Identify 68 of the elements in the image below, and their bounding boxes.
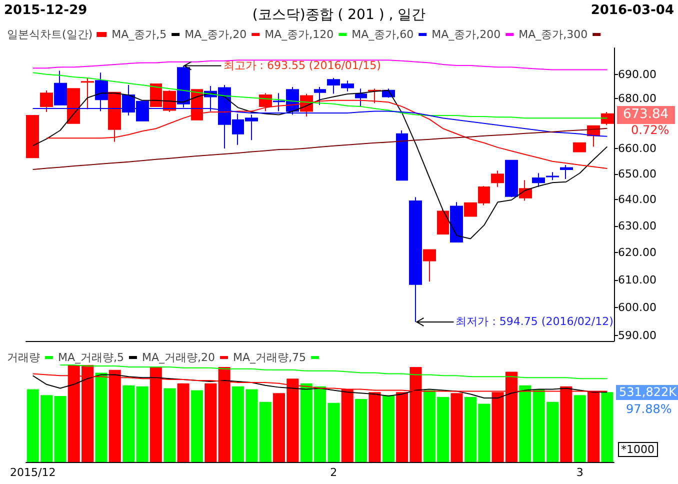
legend-label: MA_종가,300 bbox=[518, 28, 588, 41]
bar bbox=[574, 395, 586, 462]
legend-label: MA_거래량,75 bbox=[233, 351, 306, 364]
annotation: 최저가 : 594.75 (2016/02/12) bbox=[456, 314, 614, 328]
candlestick bbox=[423, 249, 436, 282]
candlestick bbox=[26, 114, 39, 158]
candlestick bbox=[601, 111, 614, 126]
candlestick bbox=[505, 160, 518, 198]
text: 97.88% bbox=[626, 402, 672, 416]
y-tick-label: 640.00 bbox=[618, 193, 656, 206]
chart-title: (코스닥)종합 ( 201 ) , 일간 bbox=[252, 7, 426, 23]
legend-label: MA_종가,20 bbox=[184, 28, 247, 41]
candlestick bbox=[546, 172, 559, 181]
y-tick-label: 660.00 bbox=[618, 142, 656, 155]
x-tick-label: 3 bbox=[576, 466, 584, 479]
y-tick-label: 610.00 bbox=[618, 273, 656, 286]
legend-label: MA_종가,5 bbox=[112, 28, 167, 41]
text: 673.84 bbox=[617, 106, 674, 124]
candlestick bbox=[450, 202, 463, 242]
y-tick-label: 620.00 bbox=[618, 246, 656, 260]
text: 2015-12-29 bbox=[4, 3, 88, 18]
text: 0.72% bbox=[631, 122, 670, 137]
bar bbox=[164, 388, 176, 462]
x-tick-label: 2 bbox=[330, 466, 338, 479]
y-tick-label: 590.00 bbox=[618, 328, 656, 342]
y-tick-label: 600.00 bbox=[618, 300, 656, 314]
legend-label: 거래량 bbox=[7, 351, 40, 364]
candlestick bbox=[67, 88, 80, 124]
candlestick bbox=[437, 208, 449, 234]
candlestick bbox=[355, 88, 367, 108]
candlestick bbox=[40, 90, 53, 112]
y-tick-label: 630.00 bbox=[618, 220, 656, 232]
y-tick-label: 680.00 bbox=[618, 92, 656, 106]
candlestick bbox=[81, 77, 94, 110]
bar bbox=[601, 392, 614, 462]
bar bbox=[259, 402, 272, 462]
bar bbox=[355, 398, 368, 462]
legend-label: MA_종가,120 bbox=[264, 28, 334, 41]
line-series bbox=[32, 72, 608, 119]
line-series bbox=[32, 60, 608, 70]
candlestick bbox=[532, 172, 545, 188]
legend-label: MA_종가,200 bbox=[432, 28, 501, 41]
legend-label: MA_거래량,20 bbox=[142, 351, 216, 364]
bar bbox=[177, 383, 190, 462]
candlestick bbox=[314, 86, 326, 106]
y-tick-label: 690.00 bbox=[618, 68, 656, 81]
line-series bbox=[32, 90, 608, 240]
candlestick bbox=[54, 70, 67, 106]
line-series bbox=[32, 128, 608, 170]
legend-label: MA_종가,60 bbox=[352, 28, 414, 41]
candlestick bbox=[409, 196, 422, 322]
bar bbox=[95, 372, 108, 462]
text: *1000 bbox=[618, 442, 658, 457]
bar bbox=[204, 383, 217, 462]
candlestick bbox=[491, 170, 504, 188]
bar bbox=[382, 395, 394, 462]
candlestick bbox=[396, 130, 408, 181]
bar bbox=[519, 385, 532, 462]
text: 2016-03-04 bbox=[590, 3, 674, 18]
annotation: 최고가 : 693.55 (2016/01/15) bbox=[223, 58, 381, 72]
legend-label: MA_거래량,5 bbox=[58, 351, 124, 364]
x-tick-label: 2015/12 bbox=[10, 466, 56, 479]
text: 531,822K bbox=[616, 385, 678, 400]
bar bbox=[190, 390, 203, 462]
y-tick-label: 650.00 bbox=[618, 167, 656, 180]
candlestick bbox=[573, 142, 586, 152]
candlestick bbox=[560, 164, 573, 180]
legend-label: 일본식차트(일간) bbox=[6, 28, 93, 41]
